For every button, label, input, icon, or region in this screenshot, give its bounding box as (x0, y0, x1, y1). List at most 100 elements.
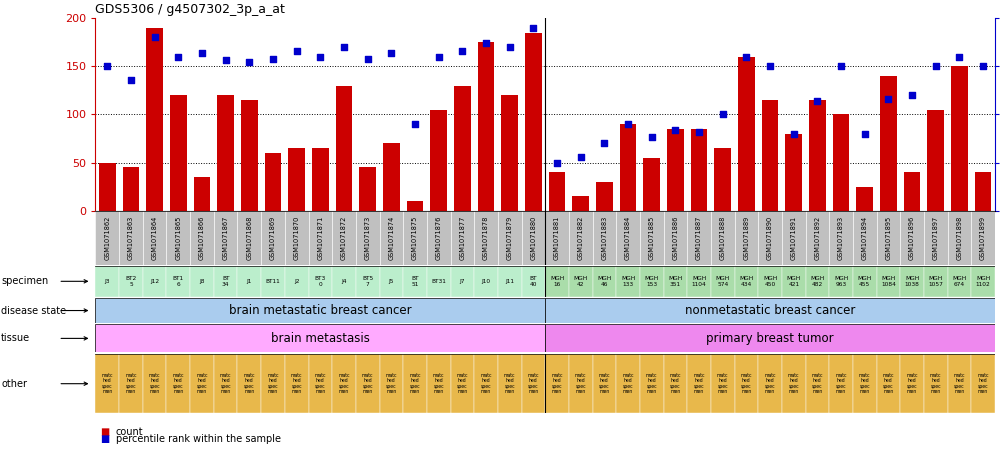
Bar (782, 211, 806, 265)
Text: matc
hed
spec
men: matc hed spec men (243, 373, 255, 394)
Text: MGH
133: MGH 133 (621, 276, 635, 286)
Bar (474, 354, 497, 413)
Text: matc
hed
spec
men: matc hed spec men (220, 373, 231, 394)
Text: GSM1071897: GSM1071897 (933, 216, 939, 260)
Bar (261, 354, 284, 413)
Bar (450, 354, 474, 413)
Bar (948, 211, 971, 265)
Point (336, 43, 352, 51)
Bar (876, 266, 900, 297)
Text: matc
hed
spec
men: matc hed spec men (882, 373, 894, 394)
Point (762, 63, 778, 70)
Bar (190, 354, 214, 413)
Bar (309, 354, 333, 413)
Bar (477, 42, 494, 211)
Bar (663, 354, 687, 413)
Bar (616, 354, 640, 413)
Text: GSM1071895: GSM1071895 (885, 216, 891, 260)
Text: GSM1071876: GSM1071876 (436, 216, 441, 260)
Bar (360, 167, 376, 211)
Bar (284, 266, 309, 297)
Bar (667, 129, 683, 211)
Text: matc
hed
spec
men: matc hed spec men (480, 373, 491, 394)
Point (691, 128, 708, 135)
Bar (264, 153, 281, 211)
Text: GSM1071882: GSM1071882 (578, 216, 584, 260)
Bar (546, 266, 569, 297)
Point (786, 130, 802, 137)
Text: GSM1071865: GSM1071865 (175, 216, 181, 260)
Text: BT
51: BT 51 (411, 276, 419, 286)
Text: matc
hed
spec
men: matc hed spec men (954, 373, 965, 394)
Point (241, 59, 257, 66)
Bar (333, 354, 356, 413)
Text: MGH
421: MGH 421 (787, 276, 801, 286)
Text: GSM1071884: GSM1071884 (625, 216, 631, 260)
Point (833, 63, 849, 70)
Text: GSM1071874: GSM1071874 (388, 216, 394, 260)
Bar (924, 266, 948, 297)
Text: J10: J10 (481, 279, 490, 284)
Text: J1: J1 (246, 279, 252, 284)
Point (501, 43, 518, 51)
Bar (569, 354, 593, 413)
Text: GSM1071886: GSM1071886 (672, 216, 678, 260)
Point (454, 47, 470, 54)
Bar (380, 211, 403, 265)
Bar (853, 211, 876, 265)
Bar (549, 172, 566, 211)
Text: MGH
674: MGH 674 (953, 276, 967, 286)
Bar (450, 266, 474, 297)
Bar (593, 266, 616, 297)
Point (123, 76, 139, 83)
Text: nonmetastatic breast cancer: nonmetastatic breast cancer (684, 304, 855, 317)
Text: GSM1071879: GSM1071879 (507, 216, 513, 260)
Bar (380, 266, 403, 297)
Text: count: count (116, 427, 143, 437)
Text: matc
hed
spec
men: matc hed spec men (433, 373, 444, 394)
Bar (123, 167, 140, 211)
Text: matc
hed
spec
men: matc hed spec men (173, 373, 184, 394)
Text: MGH
1104: MGH 1104 (691, 276, 707, 286)
Text: BT11: BT11 (265, 279, 280, 284)
Text: GSM1071863: GSM1071863 (128, 216, 134, 260)
Bar (336, 86, 353, 211)
Text: J11: J11 (506, 279, 515, 284)
Text: matc
hed
spec
men: matc hed spec men (907, 373, 918, 394)
Bar (711, 211, 735, 265)
Point (170, 53, 186, 60)
Text: GSM1071892: GSM1071892 (814, 216, 820, 260)
Bar (876, 211, 900, 265)
Point (643, 134, 659, 141)
Bar (806, 211, 829, 265)
Point (573, 153, 589, 160)
Bar (143, 211, 167, 265)
Text: matc
hed
spec
men: matc hed spec men (978, 373, 989, 394)
Text: ■: ■ (100, 434, 110, 444)
Bar (806, 354, 829, 413)
Text: GSM1071881: GSM1071881 (554, 216, 560, 260)
Text: J12: J12 (150, 279, 159, 284)
Text: MGH
1084: MGH 1084 (881, 276, 895, 286)
Bar (640, 211, 663, 265)
Text: GSM1071875: GSM1071875 (412, 216, 418, 260)
Bar (309, 266, 333, 297)
Text: matc
hed
spec
men: matc hed spec men (646, 373, 657, 394)
Text: MGH
16: MGH 16 (550, 276, 564, 286)
Text: GSM1071867: GSM1071867 (223, 216, 229, 260)
Bar (738, 57, 755, 211)
Point (265, 55, 281, 62)
Bar (971, 354, 995, 413)
Bar (214, 211, 237, 265)
Text: matc
hed
spec
men: matc hed spec men (622, 373, 634, 394)
Text: tissue: tissue (1, 333, 30, 343)
Text: GSM1071891: GSM1071891 (791, 216, 797, 260)
Bar (522, 211, 546, 265)
Text: BT3
0: BT3 0 (315, 276, 326, 286)
Bar (735, 266, 758, 297)
Point (407, 120, 423, 128)
Text: matc
hed
spec
men: matc hed spec men (528, 373, 539, 394)
Bar (687, 211, 711, 265)
Bar (829, 211, 853, 265)
Text: BT5
7: BT5 7 (362, 276, 373, 286)
